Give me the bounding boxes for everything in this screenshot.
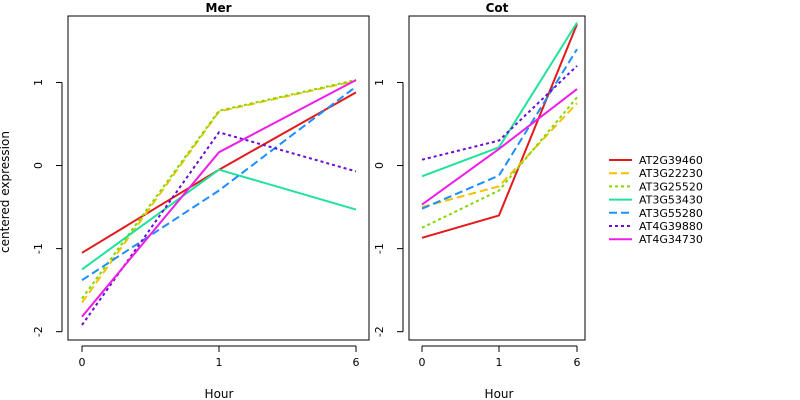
- legend-label: AT3G53430: [639, 194, 703, 207]
- y-tick-label: -1: [373, 243, 386, 254]
- series-line-at3g22230: [81, 79, 357, 304]
- x-tick-label: 0: [79, 356, 86, 369]
- y-tick-label: 1: [373, 79, 386, 86]
- series-line-at3g53430: [421, 22, 578, 178]
- x-axis-title-mer: Hour: [205, 387, 234, 400]
- x-tick-label: 0: [419, 356, 426, 369]
- legend-item: AT4G39880: [609, 220, 703, 233]
- series-line-at2g39460: [421, 23, 578, 239]
- series-line-at3g55280: [81, 85, 357, 282]
- legend-item: AT4G34730: [609, 233, 703, 246]
- series-line-at3g25520: [421, 96, 578, 229]
- legend-label: AT3G25520: [639, 180, 703, 193]
- series-line-at2g39460: [81, 91, 357, 254]
- legend-item: AT2G39460: [609, 154, 703, 167]
- y-tick-label: 0: [32, 162, 45, 169]
- legend: AT2G39460AT3G22230AT3G25520AT3G53430AT3G…: [609, 154, 703, 246]
- legend-label: AT4G39880: [639, 220, 703, 233]
- x-tick-label: 6: [353, 356, 360, 369]
- panel-mer: Mer -2 -1 0 1 0 1 6: [32, 1, 370, 369]
- legend-label: AT2G39460: [639, 154, 703, 167]
- x-tick-label: 6: [574, 356, 581, 369]
- legend-label: AT3G22230: [639, 167, 703, 180]
- legend-item: AT3G55280: [609, 207, 703, 220]
- x-axis-title-cot: Hour: [485, 387, 514, 400]
- panel-cot: Cot -2 -1 0 1 0 1 6: [373, 1, 586, 369]
- series-line-at3g25520: [81, 79, 357, 300]
- x-tick-label: 1: [216, 356, 223, 369]
- series-line-at3g53430: [81, 168, 357, 271]
- y-tick-label: 0: [373, 162, 386, 169]
- y-axis-title: centered expression: [0, 131, 12, 253]
- legend-label: AT4G34730: [639, 233, 703, 246]
- y-tick-label: -2: [32, 326, 45, 337]
- panel-title: Mer: [206, 1, 232, 15]
- legend-item: AT3G25520: [609, 180, 703, 193]
- legend-label: AT3G55280: [639, 207, 703, 220]
- x-tick-label: 1: [496, 356, 503, 369]
- plot-frame: [67, 15, 370, 341]
- panel-title: Cot: [486, 1, 509, 15]
- series-line-at4g39880: [421, 65, 578, 161]
- series-line-at4g34730: [81, 79, 357, 318]
- series-line-at4g34730: [421, 88, 578, 206]
- plot-frame: [408, 15, 586, 341]
- series-line-at3g22230: [421, 102, 578, 209]
- legend-item: AT3G22230: [609, 167, 703, 180]
- y-tick-label: 1: [32, 79, 45, 86]
- y-tick-label: -2: [373, 326, 386, 337]
- y-tick-label: -1: [32, 243, 45, 254]
- legend-item: AT3G53430: [609, 194, 703, 207]
